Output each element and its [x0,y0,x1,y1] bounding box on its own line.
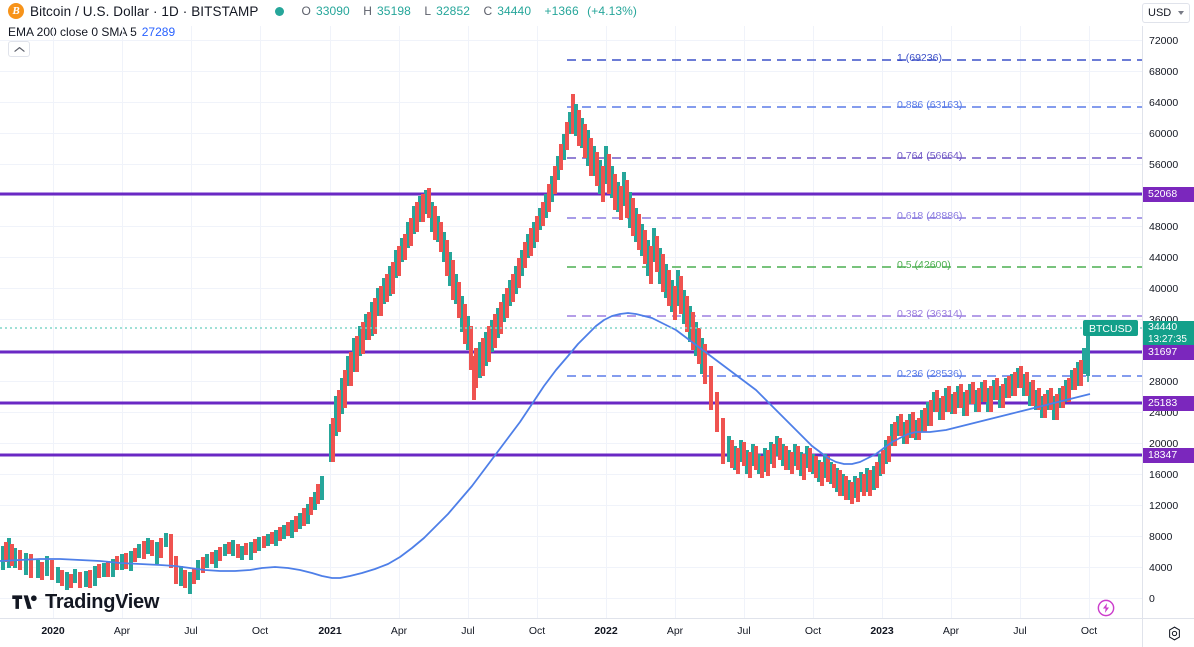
svg-text:BTCUSD: BTCUSD [1089,323,1133,335]
fib-label-05[interactable]: 0.5 (42600) [897,259,951,271]
close-label: C [483,4,493,18]
axis-separator [1142,619,1143,647]
price-badge-31697[interactable]: 31697 [1143,345,1194,360]
price-tick: 56000 [1149,159,1179,171]
time-tick: Oct [528,625,546,637]
price-tick: 8000 [1149,531,1173,543]
time-tick: Jul [461,625,475,637]
chart-canvas: BTCUSD [0,26,1142,618]
close-value: 34440 [497,4,532,18]
fib-label-0236[interactable]: 0.236 (28536) [897,368,963,380]
bitcoin-icon: B [8,3,24,19]
time-tick: 2023 [870,625,894,637]
time-axis[interactable]: 2020 Apr Jul Oct 2021 Apr Jul Oct 2022 A… [0,618,1194,647]
price-tick: 28000 [1149,376,1179,388]
low-label: L [424,4,432,18]
low-value: 32852 [436,4,470,18]
price-badge-18347[interactable]: 18347 [1143,448,1194,463]
time-tick: Jul [1013,625,1027,637]
time-tick: 2021 [318,625,342,637]
fib-label-0764[interactable]: 0.764 (56664) [897,150,963,162]
fib-label-0886[interactable]: 0.886 (63163) [897,99,963,111]
price-tick: 44000 [1149,252,1179,264]
time-tick: 2022 [594,625,618,637]
price-tick: 48000 [1149,221,1179,233]
time-tick: Oct [251,625,269,637]
time-tick: Oct [804,625,822,637]
open-value: 33090 [315,4,350,18]
tradingview-watermark: TradingView [12,591,159,614]
change-value: +1366 [544,4,579,18]
price-axis[interactable]: 72000 68000 64000 60000 56000 48000 4400… [1142,26,1194,618]
currency-selector[interactable]: USD [1142,3,1190,23]
chevron-up-icon [13,46,25,52]
lightning-bolt-icon[interactable] [1097,599,1115,617]
tradingview-logo-icon [12,595,37,609]
chart-legend-header: B Bitcoin / U.S. Dollar · 1D · BITSTAMP … [8,3,642,19]
time-tick: Oct [1080,625,1098,637]
symbol-title[interactable]: Bitcoin / U.S. Dollar · 1D · BITSTAMP [30,3,259,19]
price-badge-current[interactable]: 34440 13:27:35 [1143,321,1194,347]
ema-200-line [0,312,1091,579]
price-tick: 72000 [1149,35,1179,47]
market-status-dot [274,6,284,16]
currency-selector-value: USD [1148,7,1172,19]
high-label: H [363,4,373,18]
series-tag[interactable]: BTCUSD [1083,320,1138,336]
high-value: 35198 [377,4,411,18]
price-tick: 60000 [1149,128,1179,140]
price-tick: 16000 [1149,469,1179,481]
fib-label-1[interactable]: 1 (69236) [897,52,942,64]
indicator-legend-text: EMA 200 close 0 SMA 5 [8,25,137,39]
time-tick: Apr [113,625,131,637]
chart-plot-area[interactable]: BTCUSD 1 (69236) 0.886 (63163) 0.764 (56… [0,26,1142,618]
price-tick: 4000 [1149,562,1173,574]
horizontal-price-lines[interactable] [0,192,1142,457]
time-tick: Apr [666,625,684,637]
collapse-legend-button[interactable] [8,41,30,57]
current-price-value: 34440 [1148,321,1178,333]
current-price-countdown: 13:27:35 [1148,334,1187,345]
indicator-legend-value: 27289 [141,25,176,39]
candlestick-series[interactable] [1,94,1090,594]
price-tick: 0 [1149,593,1155,605]
time-tick: Apr [390,625,408,637]
price-tick: 20000 [1149,438,1179,450]
time-tick: Apr [942,625,960,637]
open-label: O [301,4,311,18]
chart-settings-icon[interactable] [1167,626,1182,641]
price-tick: 40000 [1149,283,1179,295]
price-badge-52068[interactable]: 52068 [1143,187,1194,202]
ohlc-values: O 33090 H 35198 L 32852 C 34440 +1366 (+4.13… [302,4,643,18]
fib-label-0618[interactable]: 0.618 (48886) [897,210,963,222]
change-percent: (+4.13%) [587,4,637,18]
price-tick: 12000 [1149,500,1179,512]
price-badge-25183[interactable]: 25183 [1143,396,1194,411]
time-tick: 2020 [41,625,65,637]
tradingview-wordmark: TradingView [45,591,160,613]
indicator-legend[interactable]: EMA 200 close 0 SMA 5 27289 [8,25,175,39]
fib-label-0382[interactable]: 0.382 (36314) [897,308,963,320]
time-tick: Jul [184,625,198,637]
time-tick: Jul [737,625,751,637]
price-tick: 68000 [1149,66,1179,78]
chevron-down-icon [1178,11,1184,15]
price-tick: 64000 [1149,97,1179,109]
